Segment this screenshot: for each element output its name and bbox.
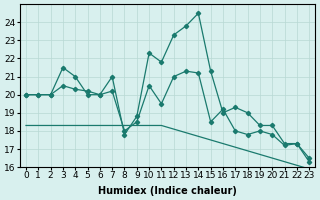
X-axis label: Humidex (Indice chaleur): Humidex (Indice chaleur) [98,186,237,196]
